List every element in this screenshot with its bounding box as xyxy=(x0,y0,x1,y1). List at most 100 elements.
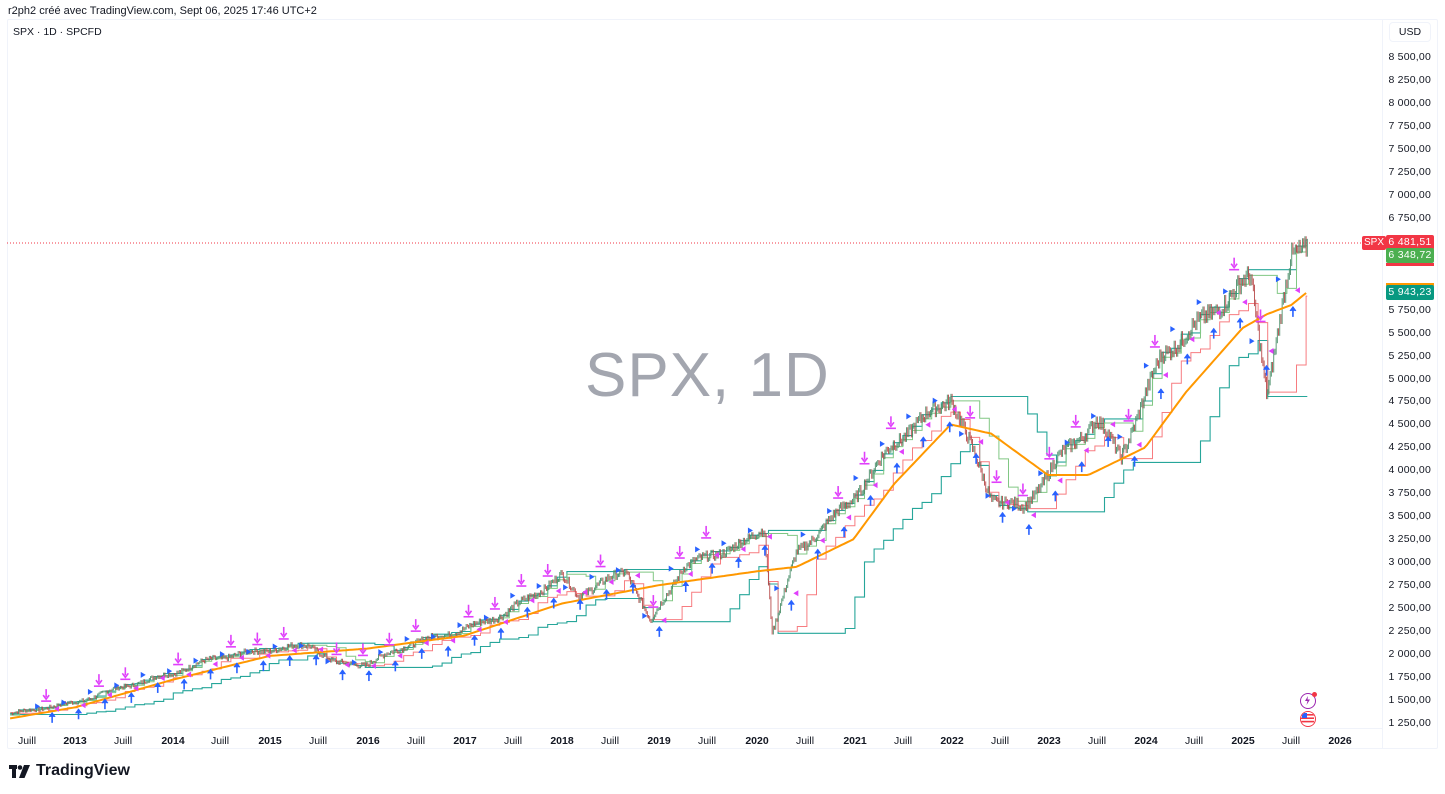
bullish-triangle-icon xyxy=(1117,433,1123,440)
tradingview-logo[interactable]: TradingView xyxy=(9,762,130,780)
bullish-triangle-icon xyxy=(87,688,93,695)
bearish-triangle-icon xyxy=(502,619,508,626)
bearish-triangle-icon xyxy=(186,671,192,678)
buy-signal-icon xyxy=(1210,327,1218,339)
price-tick-label: 3 750,00 xyxy=(1388,487,1431,500)
bullish-triangle-icon xyxy=(827,507,833,514)
buy-signal-icon xyxy=(999,511,1006,523)
bullish-triangle-icon xyxy=(879,440,885,447)
bullish-triangle-icon xyxy=(932,397,938,404)
price-tick-label: 2 250,00 xyxy=(1388,625,1431,638)
bearish-triangle-icon xyxy=(1242,299,1248,306)
bearish-triangle-icon xyxy=(106,691,112,698)
time-tick-label: 2020 xyxy=(745,735,769,747)
bullish-triangle-icon xyxy=(774,585,780,592)
bearish-triangle-icon xyxy=(582,589,588,596)
time-tick-label: 2018 xyxy=(550,735,574,747)
time-tick-label: Juill xyxy=(1184,735,1204,747)
sell-signal-icon xyxy=(252,632,263,646)
bullish-triangle-icon xyxy=(1249,338,1255,345)
bearish-triangle-icon xyxy=(898,448,904,455)
buy-signal-icon xyxy=(655,626,663,637)
price-tick-label: 2 000,00 xyxy=(1388,648,1431,661)
symbol-legend[interactable]: SPX · 1D · SPCFD xyxy=(13,26,102,38)
currency-selector[interactable]: USD xyxy=(1389,22,1431,42)
time-tick-label: 2014 xyxy=(161,735,185,747)
us-flag-icon[interactable] xyxy=(1300,711,1316,727)
symbol-watermark: SPX, 1D xyxy=(585,341,830,410)
bearish-triangle-icon xyxy=(212,661,218,668)
bullish-triangle-icon xyxy=(1064,439,1070,446)
price-tick-label: 4 750,00 xyxy=(1388,395,1431,408)
buy-signal-icon xyxy=(1051,490,1059,502)
time-tick-label: Juill xyxy=(17,735,37,747)
bullish-triangle-icon xyxy=(246,648,252,655)
bullish-triangle-icon xyxy=(615,567,621,574)
bullish-triangle-icon xyxy=(906,413,912,420)
bearish-triangle-icon xyxy=(1268,347,1274,354)
sell-signal-icon xyxy=(833,486,844,499)
hidden-price-label-edge xyxy=(1386,263,1434,266)
time-tick-label: 2024 xyxy=(1134,735,1158,747)
sell-signal-icon xyxy=(357,643,368,657)
sell-signal-icon xyxy=(463,604,474,618)
bullish-triangle-icon xyxy=(589,573,595,580)
sell-signal-icon xyxy=(991,470,1002,484)
bearish-triangle-icon xyxy=(687,571,693,578)
sell-signal-icon xyxy=(410,619,421,632)
bullish-triangle-icon xyxy=(1223,288,1229,295)
sell-signal-icon xyxy=(1123,408,1134,422)
time-tick-label: 2021 xyxy=(843,735,867,747)
buy-signal-icon xyxy=(312,654,320,666)
time-tick-label: 2016 xyxy=(356,735,380,747)
lightning-icon[interactable] xyxy=(1300,692,1317,709)
time-tick-label: Juill xyxy=(406,735,426,747)
tradingview-logo-icon xyxy=(9,764,30,778)
price-tick-label: 1 750,00 xyxy=(1388,671,1431,684)
bullish-triangle-icon xyxy=(1196,299,1202,306)
bearish-triangle-icon xyxy=(397,652,403,659)
bearish-triangle-icon xyxy=(1294,287,1300,294)
bearish-triangle-icon xyxy=(793,590,799,597)
price-tick-label: 6 750,00 xyxy=(1388,211,1431,224)
bearish-triangle-icon xyxy=(318,646,324,653)
buy-signal-icon xyxy=(840,526,848,538)
bullish-triangle-icon xyxy=(721,540,727,547)
last-price-label: 6 481,51 xyxy=(1386,235,1434,250)
time-tick-label: Juill xyxy=(308,735,328,747)
bearish-triangle-icon xyxy=(476,626,482,633)
bearish-triangle-icon xyxy=(54,705,60,712)
buy-signal-icon xyxy=(946,421,954,433)
bearish-triangle-icon xyxy=(951,406,957,413)
price-tick-label: 1 500,00 xyxy=(1388,694,1431,707)
bearish-triangle-icon xyxy=(238,654,244,661)
time-tick-label: Juill xyxy=(1087,735,1107,747)
time-tick-label: Juill xyxy=(1281,735,1301,747)
sell-signal-icon xyxy=(965,405,976,419)
buy-signal-icon xyxy=(471,634,478,646)
bearish-triangle-icon xyxy=(1083,447,1089,454)
buy-signal-icon xyxy=(972,453,980,464)
price-tick-label: 4 500,00 xyxy=(1388,418,1431,431)
price-tick-label: 2 500,00 xyxy=(1388,602,1431,615)
bullish-triangle-icon xyxy=(536,582,542,589)
sell-signal-icon xyxy=(93,674,104,687)
sell-signal-icon xyxy=(1229,257,1240,271)
price-tick-label: 1 250,00 xyxy=(1388,717,1431,729)
buy-signal-icon xyxy=(814,548,822,560)
bearish-triangle-icon xyxy=(265,652,271,659)
sell-signal-icon xyxy=(1149,334,1160,348)
buy-signal-icon xyxy=(233,662,241,674)
buy-signal-icon xyxy=(682,581,690,593)
time-tick-label: 2019 xyxy=(647,735,671,747)
price-tick-label: 8 250,00 xyxy=(1388,73,1431,86)
price-tick-label: 4 250,00 xyxy=(1388,441,1431,454)
buy-signal-icon xyxy=(919,436,927,448)
buy-signal-icon xyxy=(207,668,214,680)
buy-signal-icon xyxy=(444,645,452,657)
bearish-triangle-icon xyxy=(661,617,667,624)
bullish-triangle-icon xyxy=(985,492,991,499)
time-tick-label: 2023 xyxy=(1037,735,1061,747)
price-tick-label: 7 750,00 xyxy=(1388,119,1431,132)
